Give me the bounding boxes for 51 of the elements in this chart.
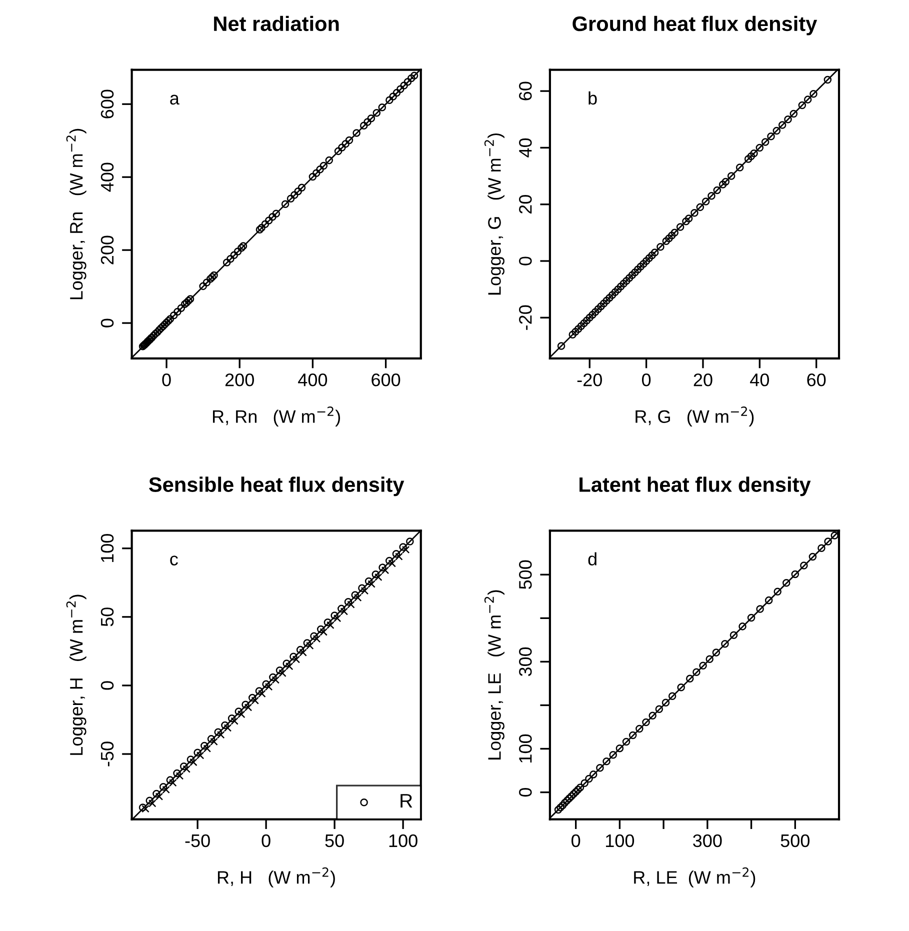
x-tick-label: 0 — [262, 834, 270, 848]
y-tick-label: 0 — [100, 681, 114, 690]
y-axis-title: Logger, H (W m$^{−2}$) — [66, 594, 86, 755]
x-tick-label: 600 — [372, 373, 400, 386]
y-tick-label: -20 — [519, 305, 532, 330]
y-tick-label: -50 — [100, 742, 114, 766]
y-tick-label: 100 — [100, 534, 114, 562]
chart-title: Sensible heat flux density — [149, 476, 404, 496]
x-tick-label: 400 — [298, 373, 328, 386]
x-tick-label: 50 — [325, 834, 344, 848]
y-tick-label: 600 — [100, 90, 114, 118]
y-tick-label: 40 — [519, 138, 532, 158]
x-axis-title: R, H (W m$^{−2}$) — [218, 867, 335, 888]
y-tick-label: 300 — [519, 647, 532, 676]
annotation: a — [170, 94, 180, 105]
chart-title: Ground heat flux density — [572, 16, 818, 36]
annotation: d — [588, 552, 596, 566]
x-axis-title: R, LE (W m$^{−2}$) — [634, 867, 756, 888]
y-tick-label: 0 — [519, 256, 532, 266]
legend-label: R — [400, 794, 412, 808]
y-axis-title: Logger, LE (W m$^{−2}$) — [484, 590, 504, 760]
y-tick-label: 400 — [100, 162, 114, 192]
y-tick-label: 0 — [100, 318, 114, 328]
y-axis-title: Logger, Rn (W m$^{−2}$) — [66, 128, 86, 300]
chart-title: Net radiation — [214, 16, 339, 32]
y-tick-label: 60 — [519, 82, 532, 100]
annotation: b — [588, 91, 597, 105]
y-tick-label: 50 — [100, 608, 114, 626]
x-tick-label: 0 — [572, 834, 580, 848]
x-tick-label: 300 — [693, 834, 722, 848]
y-tick-label: 100 — [519, 734, 532, 762]
annotation: c — [170, 556, 178, 566]
x-tick-label: 200 — [225, 373, 254, 386]
y-tick-label: 500 — [519, 560, 532, 589]
x-tick-label: -50 — [185, 834, 210, 848]
y-tick-label: 20 — [519, 195, 532, 214]
y-tick-label: 200 — [100, 236, 114, 264]
x-tick-label: -20 — [577, 373, 602, 386]
x-tick-label: 100 — [606, 834, 634, 848]
x-tick-label: 500 — [780, 834, 810, 848]
x-axis-title: R, G (W m$^{−2}$) — [636, 406, 754, 427]
y-axis-title: Logger, G (W m$^{−2}$) — [484, 133, 504, 295]
x-axis-title: R, Rn (W m$^{−2}$) — [213, 406, 340, 427]
x-tick-label: 20 — [694, 373, 712, 386]
x-tick-label: 60 — [807, 373, 826, 386]
y-tick-label: 0 — [519, 788, 532, 797]
x-tick-label: 100 — [389, 834, 418, 848]
x-tick-label: 0 — [162, 373, 171, 386]
chart-title: Latent heat flux density — [580, 476, 811, 496]
x-tick-label: 0 — [642, 373, 651, 386]
x-tick-label: 40 — [750, 373, 769, 386]
